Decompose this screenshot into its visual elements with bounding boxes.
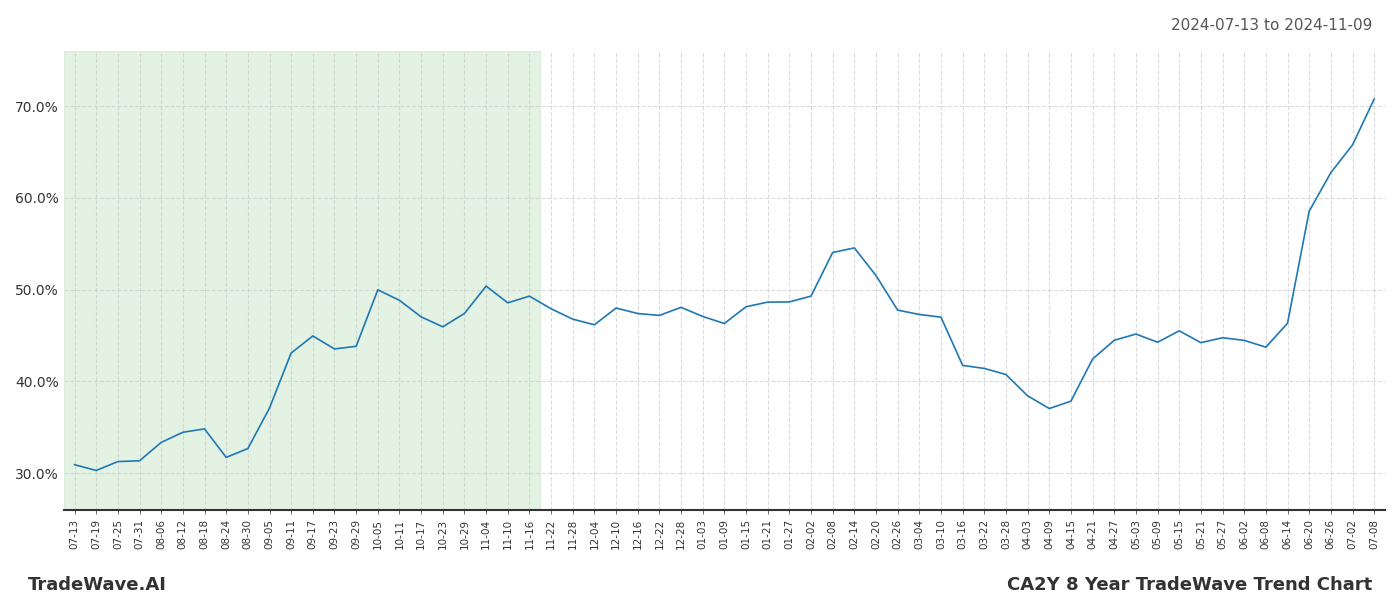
Bar [64, 51, 540, 510]
Text: TradeWave.AI: TradeWave.AI [28, 576, 167, 594]
Text: 2024-07-13 to 2024-11-09: 2024-07-13 to 2024-11-09 [1170, 18, 1372, 33]
Text: CA2Y 8 Year TradeWave Trend Chart: CA2Y 8 Year TradeWave Trend Chart [1007, 576, 1372, 594]
